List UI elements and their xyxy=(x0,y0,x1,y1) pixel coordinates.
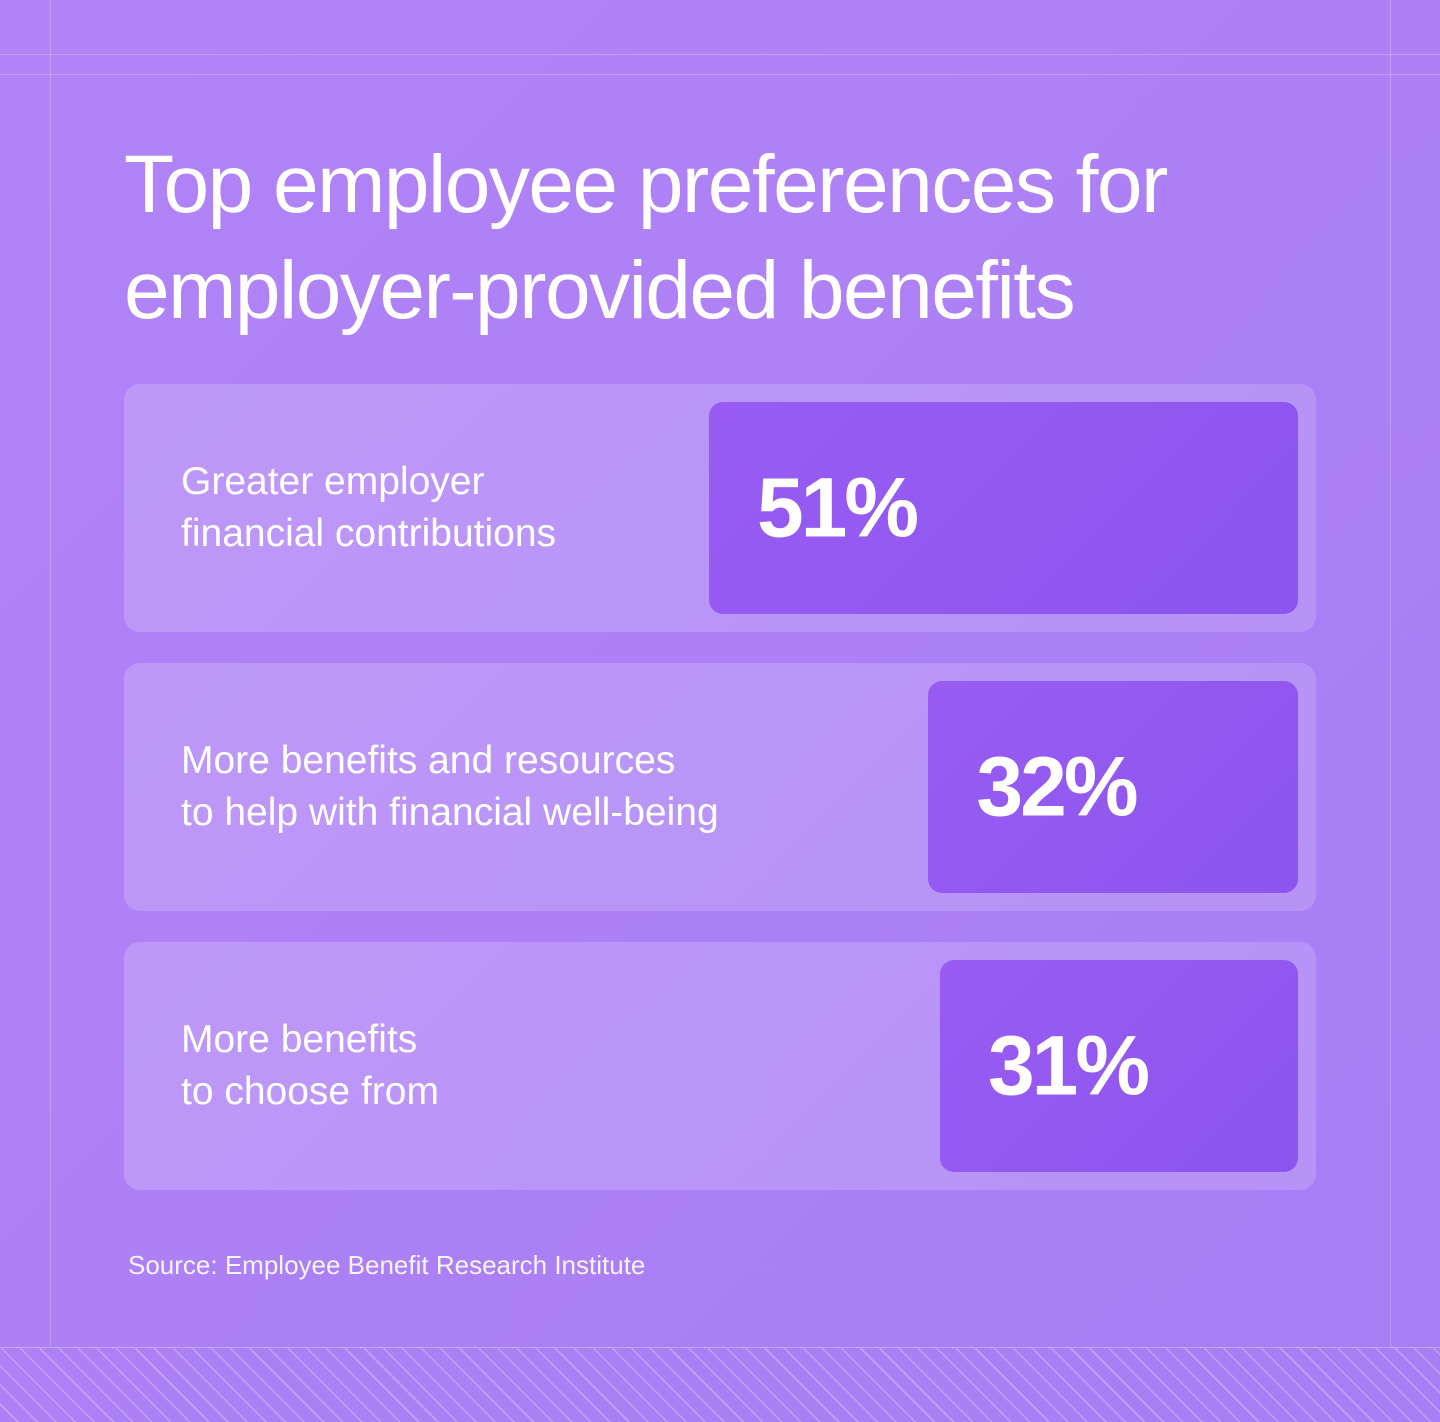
frame-line-left xyxy=(50,0,51,1348)
bar-row: More benefits to choose from 31% xyxy=(124,942,1316,1190)
category-label-line: to choose from xyxy=(181,1070,439,1113)
category-label-line: financial contributions xyxy=(181,512,557,555)
frame-line-top-2 xyxy=(0,74,1440,75)
source-note: Source: Employee Benefit Research Instit… xyxy=(128,1250,646,1280)
bar-row: More benefits and resources to help with … xyxy=(124,663,1316,911)
bar: 51% xyxy=(708,402,1298,614)
data-label: 51% xyxy=(756,460,919,555)
data-label: 32% xyxy=(976,739,1138,834)
category-label: More benefits to choose from xyxy=(181,1014,439,1118)
bar-row: Greater employer financial contributions 5… xyxy=(124,384,1316,632)
frame-line-top xyxy=(0,54,1440,55)
chart-title: Top employee preferences for employer-pr… xyxy=(124,139,1168,336)
category-label: More benefits and resources to help with … xyxy=(181,735,719,839)
category-label-line: More benefits xyxy=(181,1018,418,1061)
category-label-line: Greater employer xyxy=(181,460,485,503)
hatch-pattern-footer xyxy=(0,1347,1440,1422)
bar: 32% xyxy=(928,681,1298,893)
category-label-line: More benefits and resources xyxy=(181,739,676,782)
frame-line-right xyxy=(1390,0,1391,1348)
category-label-line: to help with financial well-being xyxy=(181,791,719,834)
bar: 31% xyxy=(939,960,1298,1172)
data-label: 31% xyxy=(987,1018,1150,1113)
category-label: Greater employer financial contributions xyxy=(181,456,556,560)
